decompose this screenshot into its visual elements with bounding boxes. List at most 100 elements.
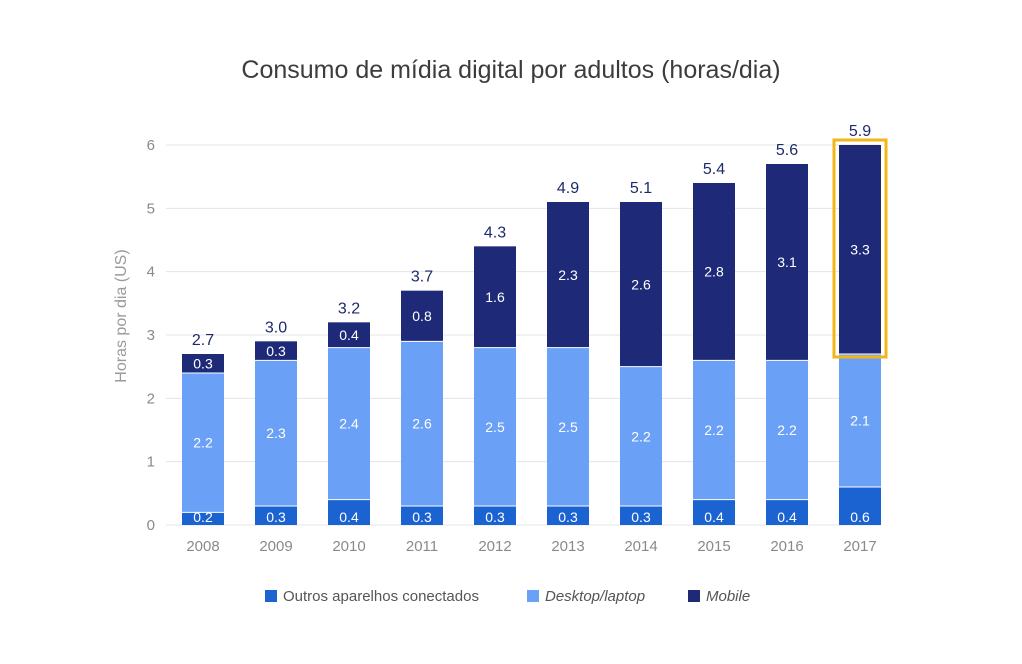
data-label: 0.4 <box>339 327 359 343</box>
bar-segment <box>766 164 808 361</box>
total-label: 2.7 <box>192 332 214 349</box>
legend-swatch <box>688 590 700 602</box>
bars-layer <box>182 138 888 525</box>
bar-segment <box>474 246 516 348</box>
bar-segment <box>474 506 516 525</box>
y-axis-label: Horas por dia (US) <box>113 249 130 382</box>
data-label: 0.3 <box>412 509 432 525</box>
total-label: 3.2 <box>338 300 360 317</box>
x-axis: 2008 2009 2010 2011 2012 2013 2014 2015 2016 2017 <box>186 538 876 555</box>
bar-segment <box>839 354 881 487</box>
legend-label: Mobile <box>706 588 750 605</box>
bar-segment <box>693 499 735 525</box>
bar-segment <box>766 360 808 500</box>
y-tick-label: 2 <box>147 390 155 407</box>
legend-label: Outros aparelhos conectados <box>283 588 479 605</box>
y-tick-label: 3 <box>147 327 155 344</box>
total-label: 5.4 <box>703 161 725 178</box>
data-label: 2.2 <box>777 422 797 438</box>
x-tick-label: 2017 <box>843 538 876 555</box>
data-label: 2.2 <box>193 435 213 451</box>
x-tick-label: 2014 <box>624 538 657 555</box>
y-tick-label: 1 <box>147 454 155 471</box>
x-tick-label: 2011 <box>406 538 438 555</box>
total-label: 5.6 <box>776 142 798 159</box>
bar-segment <box>693 183 735 361</box>
bar-segment <box>182 354 224 373</box>
y-tick-label: 0 <box>147 517 155 534</box>
bar-segment <box>547 506 589 525</box>
data-label: 2.8 <box>704 264 724 280</box>
bar-segment <box>328 499 370 525</box>
data-label: 1.6 <box>485 289 505 305</box>
bar-segment <box>255 341 297 361</box>
data-label: 0.3 <box>631 509 651 525</box>
bar-segment <box>693 360 735 500</box>
data-label: 2.1 <box>850 413 870 429</box>
data-label: 0.4 <box>339 509 359 525</box>
bar-segment <box>255 506 297 525</box>
data-label: 0.6 <box>850 509 870 525</box>
bar-segment <box>328 322 370 348</box>
y-tick-label: 5 <box>147 200 155 217</box>
data-label: 3.3 <box>850 242 870 258</box>
bar-segment <box>328 347 370 500</box>
data-label: 0.3 <box>266 509 286 525</box>
x-tick-label: 2008 <box>186 538 219 555</box>
bar-segment <box>620 202 662 367</box>
data-label: 2.3 <box>266 425 286 441</box>
x-tick-label: 2010 <box>332 538 365 555</box>
total-label: 5.9 <box>849 123 871 140</box>
chart-title: Consumo de mídia digital por adultos (ho… <box>241 56 780 84</box>
labels-layer: 0.2 2.2 0.3 2.7 0.3 2.3 0.3 3.0 0.4 2.4 0.4 3.2 0.3 2… <box>192 123 871 525</box>
total-label: 3.7 <box>411 269 433 286</box>
grid-layer: 0 1 2 3 4 5 6 <box>147 137 880 534</box>
data-label: 2.6 <box>631 276 651 292</box>
bar-segment <box>401 341 443 506</box>
data-label: 3.1 <box>777 254 797 270</box>
data-label: 0.4 <box>777 509 797 525</box>
data-label: 2.2 <box>704 422 724 438</box>
data-label: 0.3 <box>558 509 578 525</box>
total-label: 4.3 <box>484 224 506 241</box>
data-label: 0.4 <box>704 509 724 525</box>
legend: Outros aparelhos conectados Desktop/lapto… <box>265 588 750 605</box>
data-label: 2.5 <box>485 419 505 435</box>
bar-segment <box>474 347 516 506</box>
data-label: 2.3 <box>558 267 578 283</box>
data-label: 0.3 <box>266 343 286 359</box>
data-label: 0.3 <box>193 356 213 372</box>
bar-segment <box>839 487 881 525</box>
x-tick-label: 2013 <box>551 538 584 555</box>
bar-segment <box>401 290 443 342</box>
data-label: 2.2 <box>631 428 651 444</box>
legend-swatch <box>527 590 539 602</box>
data-label: 0.2 <box>193 509 213 525</box>
total-label: 4.9 <box>557 180 579 197</box>
bar-segment <box>182 373 224 513</box>
y-tick-label: 6 <box>147 137 155 154</box>
bar-segment <box>547 202 589 348</box>
bar-segment <box>620 506 662 525</box>
highlight-box <box>832 138 888 359</box>
data-label: 0.8 <box>412 308 432 324</box>
data-label: 2.6 <box>412 416 432 432</box>
y-tick-label: 4 <box>147 264 155 281</box>
legend-swatch <box>265 590 277 602</box>
bar-segment <box>547 347 589 506</box>
total-label: 5.1 <box>630 180 652 197</box>
data-label: 2.4 <box>339 416 359 432</box>
legend-label: Desktop/laptop <box>545 588 645 605</box>
bar-segment <box>620 366 662 506</box>
x-tick-label: 2016 <box>770 538 803 555</box>
bar-segment <box>255 360 297 506</box>
bar-segment <box>766 499 808 525</box>
x-tick-label: 2009 <box>259 538 292 555</box>
x-tick-label: 2015 <box>697 538 730 555</box>
bar-segment <box>182 512 224 525</box>
bar-segment <box>401 506 443 525</box>
bar-segment <box>839 145 881 354</box>
data-label: 2.5 <box>558 419 578 435</box>
